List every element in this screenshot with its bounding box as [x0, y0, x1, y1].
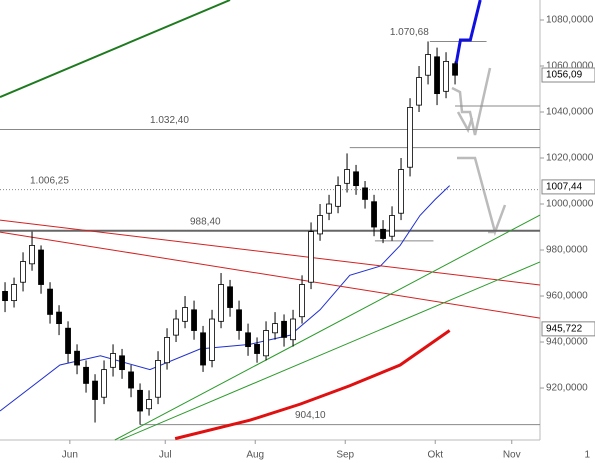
level-label: 1.032,40: [150, 115, 189, 126]
candle-body: [173, 318, 179, 336]
y-tick-label: 1060,0000: [546, 61, 594, 72]
y-tick-label: 1040,0000: [546, 107, 594, 118]
price-tag: [541, 67, 595, 83]
candle-body: [407, 107, 413, 168]
y-tick-label: 980,0000: [546, 245, 588, 256]
level-label: 1.070,68: [390, 27, 429, 38]
level-label: 1.006,25: [30, 175, 69, 186]
candle-body: [371, 201, 377, 228]
candle-body: [380, 228, 386, 239]
candle-body: [164, 337, 170, 364]
candle-body: [254, 343, 260, 354]
trend-line: [0, 231, 541, 319]
trend-line: [0, 0, 231, 98]
price-tag: [541, 179, 595, 195]
trend-line: [453, 0, 482, 71]
candle-body: [362, 187, 368, 200]
trend-line: [114, 214, 541, 441]
y-tick-label: 1000,0000: [546, 199, 594, 210]
candle-body: [317, 215, 323, 235]
candle-body: [227, 286, 233, 308]
candle-body: [434, 56, 440, 95]
trend-line: [0, 219, 541, 286]
candle-body: [146, 399, 152, 410]
y-tick-label: 1020,0000: [546, 153, 594, 164]
candle-body: [344, 169, 350, 184]
x-tick-label: Aug: [246, 450, 264, 461]
candle-body: [290, 318, 296, 341]
price-tag-label: 1007,44: [546, 182, 583, 193]
candle-body: [200, 332, 206, 366]
candle-body: [83, 366, 89, 384]
candle-body: [398, 169, 404, 214]
candle-body: [155, 360, 161, 398]
candle-body: [263, 330, 269, 357]
y-tick-label: 940,0000: [546, 337, 588, 348]
candle-body: [128, 371, 134, 389]
x-tick-label: Jun: [62, 450, 78, 461]
y-tick-label: 960,0000: [546, 291, 588, 302]
candle-body: [65, 327, 71, 354]
candle-body: [119, 355, 125, 371]
candle-body: [236, 309, 242, 331]
candle-body: [443, 61, 449, 92]
candle-body: [29, 245, 35, 265]
corner-text: 1: [584, 450, 590, 461]
projection-arrows: [451, 67, 507, 237]
candle-body: [11, 284, 17, 302]
candle-body: [38, 249, 44, 285]
candle-body: [209, 318, 215, 361]
candle-body: [272, 323, 278, 334]
candle-body: [416, 77, 422, 106]
candle-body: [299, 284, 305, 318]
price-tag-label: 945,722: [546, 323, 583, 334]
x-tick-label: Sep: [336, 450, 354, 461]
trend-line: [0, 185, 450, 412]
price-tag-label: 1056,09: [546, 70, 583, 81]
y-tick-label: 920,0000: [546, 383, 588, 394]
candle-body: [110, 353, 116, 368]
candle-body: [353, 171, 359, 187]
x-tick-label: Jul: [159, 450, 172, 461]
candle-body: [92, 380, 98, 400]
candle-body: [101, 369, 107, 398]
candle-body: [308, 231, 314, 283]
candle-body: [452, 63, 458, 76]
candle-body: [20, 261, 26, 283]
level-label: 904,10: [295, 410, 326, 421]
candle-body: [218, 284, 224, 322]
trend-line: [174, 329, 451, 441]
candle-body: [137, 389, 143, 412]
candle-body: [389, 215, 395, 237]
price-tag: [541, 321, 595, 337]
candle-body: [182, 307, 188, 322]
x-tick-label: Nov: [503, 450, 521, 461]
candle-body: [335, 185, 341, 207]
candle-body: [191, 309, 197, 331]
trend-line: [120, 261, 541, 441]
candle-body: [74, 350, 80, 366]
candle-body: [281, 320, 287, 338]
candle-body: [326, 203, 332, 214]
y-tick-label: 1080,0000: [546, 15, 594, 26]
candle-body: [425, 54, 431, 76]
candle-body: [2, 291, 8, 302]
candle-body: [56, 311, 62, 325]
x-tick-label: Okt: [427, 450, 443, 461]
level-label: 988,40: [190, 216, 221, 227]
candle-body: [245, 332, 251, 348]
candle-body: [47, 288, 53, 315]
